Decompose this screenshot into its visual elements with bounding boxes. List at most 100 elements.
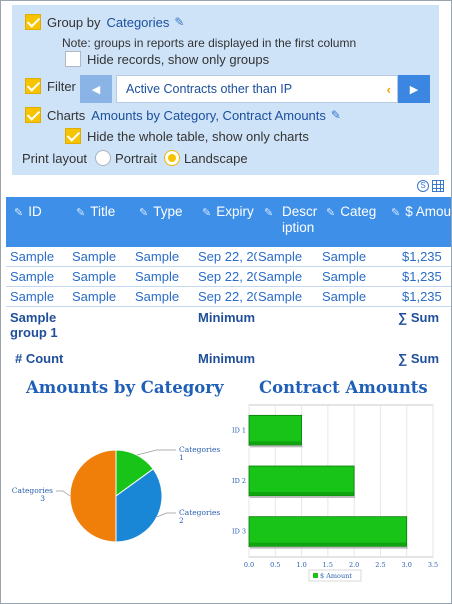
pie-slice-label: Categories 1 [179, 445, 220, 462]
bar-y-tick-label: ID 1 [232, 426, 246, 434]
cell-category: Sample [322, 249, 367, 264]
column-header-description[interactable]: ✎ [264, 204, 316, 221]
table-row[interactable]: Sample Sample Sample Sep 22, 20 Sample S… [6, 247, 451, 267]
bar-shadow [250, 496, 356, 498]
bar-x-tick-label: 3.0 [402, 561, 412, 569]
filter-next-button[interactable]: ▶ [398, 75, 430, 103]
cell-amount: $1,235 [402, 249, 442, 264]
group-sum: ∑ Sum [398, 310, 440, 325]
column-header-category[interactable]: ✎ Categ [326, 204, 377, 219]
pie-slice-label: Categories 2 [179, 508, 220, 525]
bar-x-tick-label: 2.5 [375, 561, 385, 569]
bar-shadow [250, 445, 303, 448]
triangle-left-icon: ◀ [91, 83, 101, 96]
bar-x-tick-label: 0.0 [244, 561, 254, 569]
charts-checkbox[interactable] [25, 107, 41, 123]
table-body: Sample Sample Sample Sep 22, 20 Sample S… [6, 247, 451, 307]
bar [248, 414, 302, 446]
bar-x-tick-label: 1.5 [323, 561, 333, 569]
table-row[interactable]: Sample Sample Sample Sep 22, 20 Sample S… [6, 287, 451, 307]
pencil-icon: ✎ [76, 207, 86, 219]
cell-title: Sample [72, 289, 117, 304]
cell-amount: $1,235 [402, 289, 442, 304]
pencil-icon: ✎ [14, 207, 24, 219]
column-header-amount[interactable]: ✎$ Amount [391, 204, 451, 219]
pie-slice-label: Categories 3 [12, 486, 53, 503]
bar-shadow [250, 546, 408, 549]
summary-icon[interactable]: S [417, 180, 429, 192]
pencil-icon: ✎ [326, 207, 336, 219]
landscape-label: Landscape [183, 150, 248, 166]
bar-chart-title: Contract Amounts [259, 378, 428, 397]
charts-value-link[interactable]: Amounts by Category, Contract Amounts [91, 107, 326, 123]
legend-swatch [313, 573, 318, 578]
column-header-id[interactable]: ✎ ID [14, 204, 42, 219]
filter-label: Filter [47, 78, 76, 94]
bar-x-tick-label: 0.5 [270, 561, 280, 569]
bar-shade [249, 441, 302, 446]
cell-id: Sample [10, 289, 55, 304]
bar-legend [308, 569, 362, 582]
column-header-expiry[interactable]: ✎ Expiry [202, 204, 254, 219]
landscape-radio[interactable] [163, 150, 180, 166]
bar [248, 516, 408, 548]
cell-id: Sample [10, 249, 55, 264]
hide-table-checkbox[interactable] [65, 128, 81, 144]
portrait-radio[interactable] [95, 150, 112, 166]
column-header-description-label: Description [282, 204, 318, 235]
pie-label-leader [156, 512, 176, 518]
group-by-value-link[interactable]: Categories [106, 14, 170, 30]
cell-type: Sample [135, 249, 180, 264]
bar-shade [249, 492, 355, 496]
cell-category: Sample [322, 269, 367, 284]
total-minimum: Minimum [198, 351, 256, 366]
pencil-icon: ✎ [391, 207, 401, 219]
cell-expiry: Sep 22, 20 [198, 289, 257, 304]
column-header-type[interactable]: ✎ Type [139, 204, 183, 219]
group-by-checkbox[interactable] [25, 14, 41, 30]
hide-records-checkbox[interactable] [65, 51, 81, 67]
filter-value: Active Contracts other than IP [126, 82, 293, 96]
portrait-label: Portrait [115, 150, 157, 166]
cell-description: Sample [258, 249, 303, 264]
table-header: ✎ ID ✎ Title ✎ Type ✎ Expiry ✎ Description ✎… [6, 197, 451, 247]
cell-category: Sample [322, 289, 367, 304]
group-name: Sample group 1 [10, 310, 58, 340]
pencil-icon[interactable]: ✎ [174, 15, 185, 29]
cell-expiry: Sep 22, 20 [198, 269, 257, 284]
hide-records-label: Hide records, show only groups [87, 51, 270, 67]
bar-shade [249, 542, 407, 547]
bar-chart: 0.0 0.5 1.0 1.5 2.0 2.5 3.0 3.5 ID 1 ID 2 ID 3 $ Am… [232, 404, 438, 582]
bar-y-tick-label: ID 2 [232, 477, 246, 485]
group-minimum: Minimum [198, 310, 256, 325]
pencil-icon: ✎ [264, 207, 274, 219]
chevron-left-icon: ‹ [386, 81, 391, 97]
filter-prev-button[interactable]: ◀ [80, 75, 112, 103]
settings-panel: Group by Categories ✎ Note: groups in re… [12, 5, 439, 175]
filter-checkbox[interactable] [25, 78, 41, 94]
bar-y-tick-label: ID 3 [232, 528, 246, 536]
bar-x-tick-label: 1.0 [296, 561, 306, 569]
filter-select[interactable]: Active Contracts other than IP ‹ [116, 75, 398, 103]
pencil-icon: ✎ [202, 207, 212, 219]
cell-expiry: Sep 22, 20 [198, 249, 257, 264]
pencil-icon: ✎ [139, 207, 149, 219]
bar-x-tick-label: 2.0 [349, 561, 359, 569]
bar-x-tick-label: 3.5 [428, 561, 438, 569]
cell-description: Sample [258, 289, 303, 304]
cell-title: Sample [72, 249, 117, 264]
triangle-right-icon: ▶ [409, 83, 419, 96]
table-grid-icon[interactable] [432, 180, 444, 192]
pie-label-leader [56, 490, 71, 497]
group-by-label: Group by [47, 14, 101, 30]
pie-chart: Categories 1 Categories 2 Categories 3 [12, 445, 220, 543]
hide-table-label: Hide the whole table, show only charts [87, 128, 309, 144]
table-row[interactable]: Sample Sample Sample Sep 22, 20 Sample S… [6, 267, 451, 287]
cell-id: Sample [10, 269, 55, 284]
charts-label: Charts [47, 107, 86, 123]
pencil-icon[interactable]: ✎ [330, 108, 341, 122]
pie-slice [69, 449, 117, 543]
print-layout-label: Print layout [22, 150, 88, 166]
column-header-title[interactable]: ✎ Title [76, 204, 116, 219]
